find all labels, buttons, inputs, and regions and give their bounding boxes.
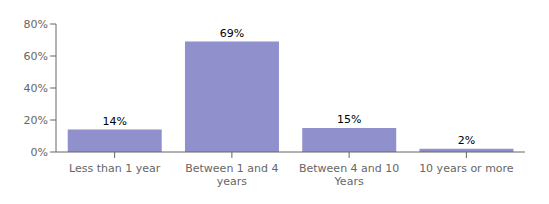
svg-text:69%: 69%	[220, 27, 244, 40]
svg-text:0%: 0%	[31, 146, 48, 159]
svg-text:Between 4 and 10Years: Between 4 and 10Years	[299, 162, 399, 188]
svg-text:40%: 40%	[24, 82, 48, 95]
svg-text:80%: 80%	[24, 18, 48, 31]
svg-text:14%: 14%	[102, 115, 126, 128]
svg-text:20%: 20%	[24, 114, 48, 127]
svg-text:15%: 15%	[337, 113, 361, 126]
svg-text:Less than 1 year: Less than 1 year	[69, 162, 161, 175]
svg-text:10 years or more: 10 years or more	[419, 162, 514, 175]
svg-text:60%: 60%	[24, 50, 48, 63]
svg-text:2%: 2%	[458, 134, 475, 147]
svg-text:Between 1 and 4years: Between 1 and 4years	[185, 162, 278, 188]
